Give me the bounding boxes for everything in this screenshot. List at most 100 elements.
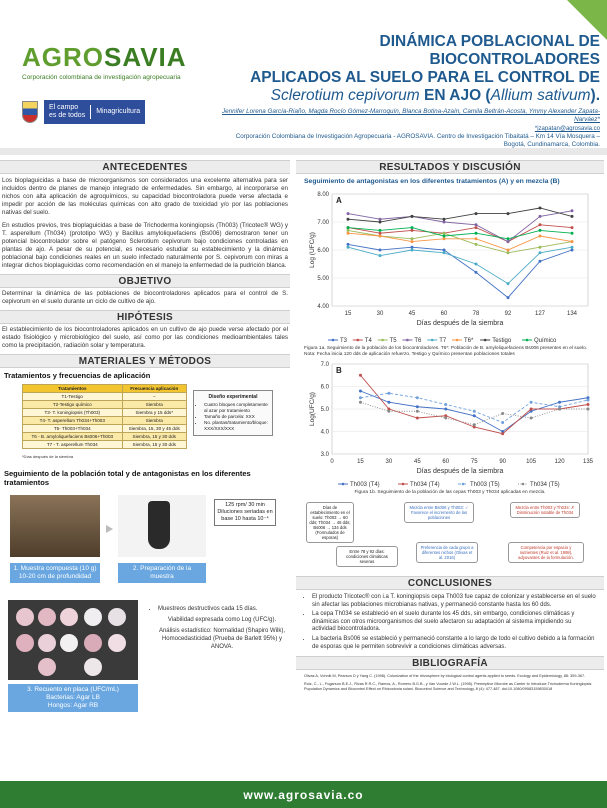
contact-email[interactable]: *jzapatan@agrosavia.co (534, 126, 600, 132)
legend-marker (341, 482, 345, 486)
data-point (346, 245, 350, 249)
left-column: ANTECEDENTES Los bioplaguicidas a base d… (0, 160, 290, 725)
conclusion-item: La bacteria Bs006 se estableció y perman… (312, 636, 596, 651)
title-mid: EN AJO ( (419, 87, 491, 104)
design-item: Tamaño de parcela: XXX (204, 414, 268, 420)
y-tick-label: 5.00 (317, 276, 329, 282)
table-cell-frequency: – (121, 392, 188, 401)
step1-label: 1. Muestra compuesta (10 g) 10-20 cm de … (10, 563, 100, 583)
x-tick-label: 135 (583, 459, 594, 465)
step3-bacteria: Bacterias: Agar LB (46, 694, 100, 701)
bib-entry-2: Ruiz, C., L., Fugarson B.E.J., Rivas R.R… (304, 682, 592, 692)
gov-line1: El campo (49, 104, 79, 111)
legend-marker (461, 482, 465, 486)
treatments-table: Tratamientos Frecuencia aplicación T1-Tes… (22, 384, 188, 449)
title-end: ). (590, 87, 600, 104)
table-row: T1-Testigo – (22, 392, 188, 401)
logo-text-a: AGRO (22, 42, 104, 72)
data-point (378, 234, 382, 238)
legend-label: Th034 (T4) (410, 482, 440, 488)
x-tick-label: 92 (505, 311, 512, 317)
footer-url[interactable]: www.agrosavia.co (243, 788, 364, 802)
note-competition: Competencia por espacio y nutrientes (Ru… (508, 542, 584, 563)
y-tick-label: 4.0 (321, 430, 330, 436)
data-point (358, 389, 362, 393)
table-cell-frequency: Siembra (121, 416, 188, 425)
tratamientos-title: Tratamientos y frecuencias de aplicación (4, 371, 151, 380)
data-point (410, 240, 414, 244)
title-species: Sclerotium cepivorum (270, 87, 420, 104)
legend-label: T7 (439, 338, 447, 344)
data-point (570, 245, 574, 249)
seguimiento-title: Seguimiento de la población total y de a… (4, 469, 251, 487)
y-axis-label: Log(UFC/g) (309, 392, 316, 426)
series-line (347, 210, 573, 243)
data-point (346, 226, 350, 230)
table-cell-treatment: T6 - B. amyloliquefaciens Bs006+Th003 (22, 432, 123, 441)
legend-marker (406, 338, 409, 342)
data-point (415, 416, 419, 420)
data-point (474, 262, 478, 266)
chart-a: 4.00 5.00 6.00 7.00 8.00 15 30 45 60 78 92 127 134 Dí… (309, 192, 589, 344)
data-point (346, 217, 350, 221)
legend-marker (331, 338, 335, 342)
data-point (474, 223, 478, 227)
data-point (570, 214, 574, 218)
data-point (387, 407, 391, 411)
legend-marker (401, 482, 405, 486)
table-note: *Días después de la siembra (22, 454, 74, 459)
data-point (501, 412, 505, 415)
data-point (378, 220, 382, 224)
data-point (346, 212, 350, 216)
table-cell-frequency: Siembra, 15 y 30 dds (121, 432, 188, 441)
legend-label: Químico (534, 338, 557, 344)
corner-accent (567, 0, 607, 40)
data-point (358, 396, 362, 400)
data-point (474, 242, 478, 246)
x-tick-label: 105 (526, 459, 537, 465)
data-point (442, 220, 446, 224)
legend-label: T6* (464, 338, 474, 344)
table-cell-treatment: T3- T. koningiopsis (Th003) (22, 408, 123, 417)
x-tick-label: 90 (499, 459, 506, 465)
data-point (501, 430, 505, 433)
flask-photo (118, 495, 206, 557)
data-point (378, 231, 382, 235)
chart-b-caption: Figura 1b. Seguimiento de la población d… (354, 490, 546, 495)
data-point (474, 226, 478, 230)
data-point (444, 403, 448, 406)
data-point (529, 409, 533, 413)
legend-marker (381, 338, 384, 342)
legend-label: Th003 (T5) (470, 482, 500, 488)
section-bibliografia: BIBLIOGRAFÍA (296, 656, 604, 671)
table-header-tratamientos: Tratamientos (22, 384, 123, 393)
data-point (570, 248, 574, 252)
table-cell-frequency: Siembra (121, 400, 188, 409)
antecedentes-p1: Los bioplaguicidas a base de microorgani… (2, 177, 288, 216)
data-point (410, 226, 414, 230)
table-row: T7 - T. asperellum Th034 Siembra, 15 y 30… (22, 440, 188, 449)
bib-entry-1: Olivas A, Vohnik M, Pearson D y Yang C. … (304, 674, 586, 679)
data-point (570, 226, 574, 230)
legend-label: T3 (340, 338, 348, 344)
data-point (586, 396, 590, 400)
legend-label: T5 (390, 338, 398, 344)
data-point (410, 214, 414, 218)
data-point (410, 245, 414, 249)
conclusion-item: La cepa Th034 se estableció en el suelo … (312, 611, 596, 634)
table-cell-frequency: Siembra y 15 dds* (121, 408, 188, 417)
legend-marker (483, 338, 487, 342)
right-column: RESULTADOS Y DISCUSIÓN Seguimiento de an… (296, 160, 604, 692)
data-point (378, 248, 382, 252)
series-line (347, 224, 573, 243)
soil-sample-photo (10, 495, 100, 557)
data-point (506, 282, 510, 286)
data-point (501, 432, 505, 436)
legend-label: Th034 (T5) (530, 482, 560, 488)
poster-title: DINÁMICA POBLACIONAL DE BIOCONTROLADORES… (210, 33, 600, 105)
data-point (570, 209, 574, 213)
x-tick-label: 60 (441, 311, 448, 317)
data-point (474, 231, 478, 235)
design-title: Diseño experimental (208, 394, 258, 400)
x-tick-label: 120 (555, 459, 566, 465)
